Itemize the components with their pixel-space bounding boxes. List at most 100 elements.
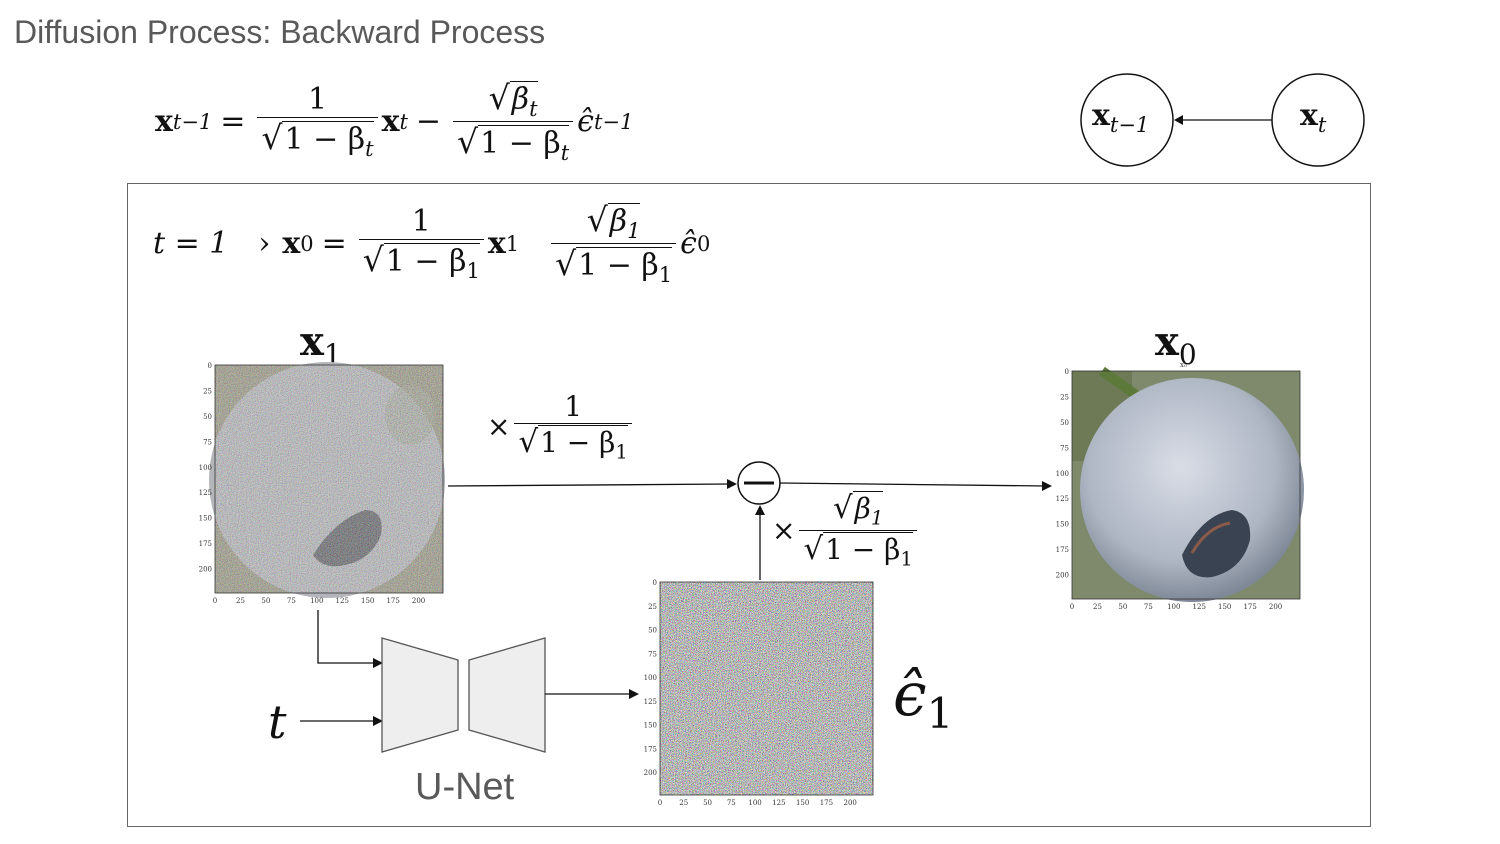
- x0-ytick: 25: [1060, 393, 1069, 401]
- x0-ytick: 75: [1060, 444, 1069, 452]
- step-frac1: 1 √1 − β1: [358, 204, 484, 283]
- x1-xtick: 75: [287, 597, 296, 605]
- x1-xtick: 100: [310, 597, 323, 605]
- step-eps-sub: 0: [696, 231, 711, 256]
- eps-xtick: 75: [727, 799, 736, 805]
- x0-ytick: 200: [1056, 572, 1069, 580]
- unet-encoder: [381, 637, 459, 753]
- x0-xtick: 175: [1243, 603, 1256, 611]
- step-term-sub: 1: [505, 231, 520, 256]
- eq-frac1: 1 √1 − βt: [257, 82, 378, 161]
- eq-frac2: √βt √1 − βt: [453, 78, 574, 165]
- x1-ytick: 100: [199, 464, 212, 472]
- eps-ytick: 175: [644, 745, 657, 753]
- eps-ytick: 200: [644, 769, 657, 777]
- x0-xtick: 150: [1218, 603, 1231, 611]
- x1-ytick: 0: [208, 362, 212, 370]
- eq-lhs: x: [155, 104, 173, 139]
- x1-xtick: 175: [386, 597, 399, 605]
- x1-xtick: 200: [412, 597, 425, 605]
- step-frac1-den: 1 − β: [385, 244, 467, 279]
- x1-ytick: 200: [199, 566, 212, 574]
- x0-ytick: 100: [1056, 470, 1069, 478]
- unet-label: U-Net: [415, 766, 515, 808]
- x0-label: x0: [1155, 318, 1197, 371]
- eq-frac2-num: β: [511, 82, 530, 117]
- x0-xtick: 50: [1118, 603, 1127, 611]
- x0-ytick: 0: [1065, 368, 1069, 376]
- x0-ticks: 0 25 50 75 100 125 150 175 200 0 25 50 75 100 125 150 17…: [1056, 368, 1283, 611]
- node-right-label: xt: [1300, 98, 1327, 137]
- step-lhs-sub: 0: [300, 231, 314, 256]
- x0-xtick: 75: [1144, 603, 1153, 611]
- eq-equals: =: [220, 104, 246, 139]
- eq-frac2-num-sub: t: [529, 97, 538, 121]
- eq-lhs-sub: t−1: [172, 109, 213, 134]
- eps-ytick: 25: [648, 603, 657, 611]
- eps-ytick: 125: [644, 698, 657, 706]
- step-frac2-num-sub: 1: [627, 219, 641, 243]
- eps-ticks: 0 25 50 75 100 125 150 175 200 0 25 50 75 100 125 150 17…: [644, 579, 857, 805]
- arrow-x1-to-unet: [317, 610, 376, 664]
- eq-frac1-den-sub: t: [365, 137, 374, 161]
- eq-eps: ϵ̂: [577, 104, 594, 139]
- graphical-model: [1080, 73, 1365, 167]
- x1-xtick: 25: [236, 597, 245, 605]
- eq-frac1-den: 1 − β: [284, 122, 366, 157]
- eq-minus: −: [415, 104, 442, 139]
- t-label: t: [268, 695, 287, 749]
- step-frac1-num: 1: [411, 204, 431, 239]
- eps-ytick: 100: [644, 674, 657, 682]
- step-frac1-den-sub: 1: [466, 259, 480, 283]
- noisy-image-x1: 0 25 50 75 100 125 150 175 200 0 25 50 75 100 125 150 17…: [199, 362, 445, 605]
- x0-xtick: 100: [1167, 603, 1180, 611]
- step-arrow: ›: [258, 226, 271, 261]
- x0-ytick: 50: [1060, 419, 1069, 427]
- x0-ytick: 125: [1056, 495, 1069, 503]
- clean-image-x0: 0 25 50 75 100 125 150 175 200 0 25 50 75 100 125 150 17…: [1056, 366, 1304, 611]
- unet-decoder: [468, 637, 546, 753]
- eps-xtick: 25: [679, 799, 688, 805]
- arrow-x1-to-minus: [447, 483, 731, 487]
- x0-ytick: 175: [1056, 546, 1069, 554]
- x1-ytick: 125: [199, 489, 212, 497]
- eps-xtick: 150: [796, 799, 809, 805]
- scale-factor-2: × √β1 √1 − β1: [772, 490, 921, 570]
- step-eps: ϵ̂: [680, 226, 697, 261]
- eps-xtick: 0: [658, 799, 662, 805]
- eq-term-sub: t: [399, 109, 408, 134]
- berry-scar: [1182, 510, 1251, 578]
- eps-xtick: 50: [703, 799, 712, 805]
- eps-ytick: 0: [653, 579, 657, 587]
- step-frac2: √β1 √1 − β1: [551, 200, 677, 287]
- eq-eps-sub: t−1: [593, 109, 634, 134]
- eps-xtick: 100: [748, 799, 761, 805]
- eq-frac2-den: 1 − β: [480, 126, 561, 161]
- eps-xtick: 200: [843, 799, 856, 805]
- arrow-minus-to-x0: [779, 482, 1047, 487]
- slide-title: Diffusion Process: Backward Process: [14, 14, 546, 50]
- x1-ytick: 175: [199, 540, 212, 548]
- eps-xtick: 125: [772, 799, 785, 805]
- step-equals: =: [321, 226, 347, 261]
- step-frac2-den: 1 − β: [578, 248, 659, 283]
- eq-frac2-den-sub: t: [560, 141, 570, 165]
- step-frame: [127, 183, 1371, 827]
- step-frac2-den-sub: 1: [658, 263, 673, 287]
- graph-arrowhead: [1174, 115, 1183, 125]
- x1-ticks: 0 25 50 75 100 125 150 175 200 0 25 50 75 100 125 150 17…: [199, 362, 426, 605]
- x0-xtick: 200: [1269, 603, 1282, 611]
- node-left: [1080, 73, 1174, 167]
- x1-ytick: 25: [203, 387, 212, 395]
- step-frac2-num: β: [609, 204, 628, 239]
- step-term: x: [487, 226, 506, 261]
- noise-image-eps: 0 25 50 75 100 125 150 175 200 0 25 50 75 100 125 150 17…: [644, 579, 874, 805]
- x1-xtick: 150: [361, 597, 374, 605]
- step-cond: t = 1: [153, 226, 229, 261]
- x1-ytick: 150: [199, 515, 212, 523]
- node-left-label: xt−1: [1092, 98, 1150, 137]
- eps-xtick: 175: [820, 799, 833, 805]
